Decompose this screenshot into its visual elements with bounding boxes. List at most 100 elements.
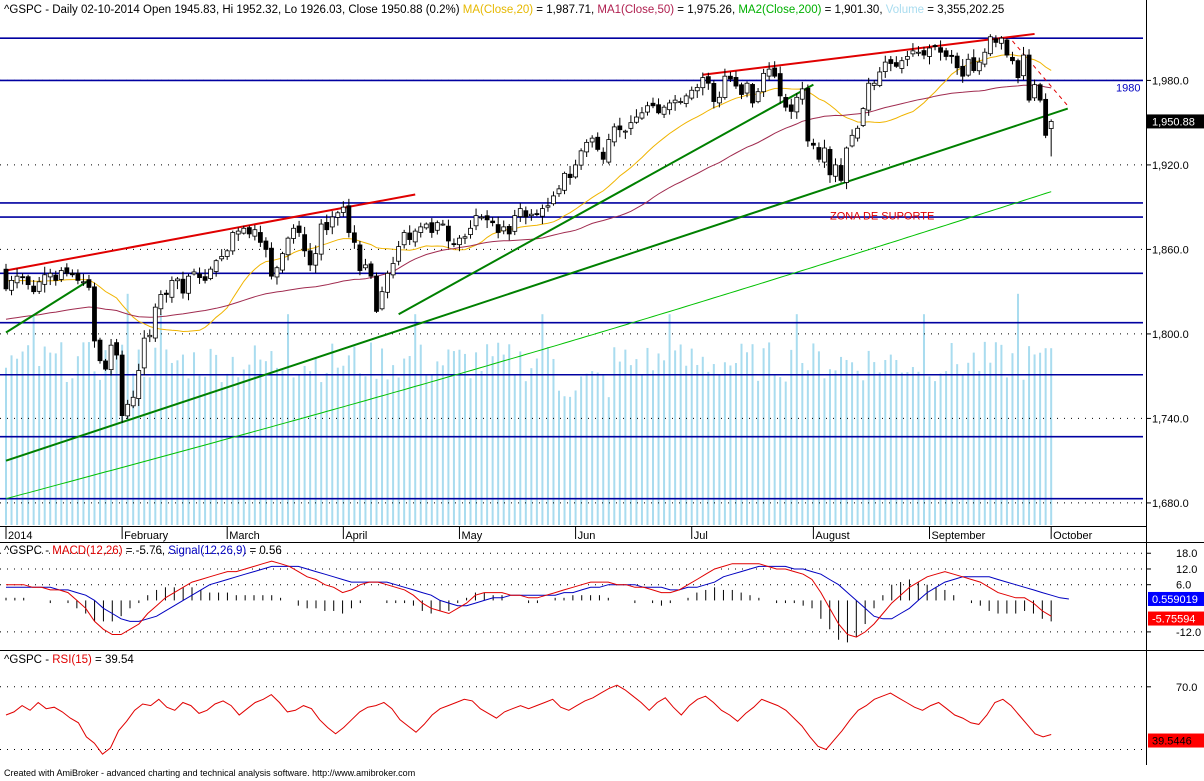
candle-body [457, 237, 462, 246]
candle-body [324, 222, 330, 231]
candle-body [163, 292, 169, 295]
candle-body [578, 150, 584, 166]
candle-body [368, 263, 374, 277]
volume-bar [729, 365, 732, 525]
candle-body [141, 337, 147, 369]
candle-body [506, 226, 512, 235]
candle-body [827, 149, 833, 176]
volume-bar [264, 361, 267, 525]
volume-bar [972, 352, 975, 525]
volume-bar [198, 375, 201, 525]
candle-body [490, 220, 496, 224]
month-label: Jul [694, 530, 708, 542]
candle-body [960, 65, 966, 77]
candle-body [1032, 84, 1037, 99]
volume-bar [934, 381, 937, 525]
candle-body [783, 97, 789, 108]
volume-bar [679, 344, 682, 525]
candle-body [3, 268, 9, 290]
volume-bar [336, 367, 339, 525]
volume-bar [574, 390, 577, 525]
ma200-line [5, 191, 1052, 500]
volume-bar [392, 365, 395, 525]
candle-body [844, 147, 849, 183]
volume-bar [740, 343, 743, 525]
candle-body [103, 360, 108, 370]
volume-bar [115, 355, 118, 525]
candle-body [976, 61, 982, 72]
title-symbol: ^GSPC [4, 4, 42, 16]
candle-body [374, 275, 379, 312]
volume-bar [463, 353, 466, 525]
candle-body [186, 275, 191, 294]
macd-tick-label: 12.0 [1176, 564, 1197, 576]
volume-bar [878, 372, 881, 525]
month-label: August [815, 530, 849, 542]
candle-body [993, 38, 999, 43]
rsi-title-value: 39.54 [105, 654, 134, 666]
volume-bar [248, 364, 251, 525]
candle-body [119, 354, 125, 417]
volume-bar [408, 356, 411, 525]
candle-body [191, 271, 197, 275]
candle-body [418, 226, 424, 233]
volume-bar [862, 380, 865, 525]
volume-bar [602, 374, 605, 525]
macd-chart: 18.0 12.0 6.0 -12.0 0.559019 -5.75594 [0, 548, 1204, 643]
macd-value-box [1148, 611, 1204, 626]
candle-body [965, 58, 971, 76]
volume-bar [43, 346, 46, 525]
candle-body [14, 275, 20, 284]
volume-bar [193, 352, 196, 525]
volume-bar [60, 342, 63, 525]
volume-bar [436, 361, 439, 525]
candle-body [219, 256, 225, 260]
candle-body [744, 82, 750, 94]
volume-bar [71, 378, 74, 525]
candle-body [86, 279, 92, 288]
volume-bar [513, 374, 516, 525]
volume-bar [1016, 293, 1019, 525]
candle-body [257, 232, 263, 243]
candle-body [805, 87, 811, 142]
volume-bar [917, 371, 920, 525]
volume-bar [502, 354, 505, 525]
candle-body [949, 54, 955, 57]
last-close-box [1147, 114, 1204, 129]
candle-body [755, 91, 761, 103]
candle-body [622, 130, 628, 133]
candle-body [634, 116, 639, 123]
candle-body [700, 77, 706, 89]
candle-body [689, 89, 695, 99]
volume-bar [253, 345, 256, 525]
volume-bar [452, 351, 455, 525]
candle-body [678, 101, 684, 103]
title-close: 1950.88 [381, 4, 423, 16]
volume-bar [712, 364, 715, 525]
macd-title-symbol: ^GSPC [4, 545, 42, 557]
candle-body [1021, 54, 1026, 77]
rsi-value-box [1148, 733, 1204, 748]
candle-body [429, 222, 435, 233]
candle-body [412, 230, 418, 243]
candle-body [468, 227, 473, 235]
title-ma200-value: 1,901.30 [835, 4, 880, 16]
candle-body [523, 210, 529, 218]
volume-bar [535, 358, 538, 525]
candle-body [274, 267, 280, 278]
volume-bar [226, 373, 229, 525]
volume-bar [32, 314, 35, 525]
candle-body [899, 60, 905, 69]
candle-body [650, 102, 656, 107]
candle-body [335, 212, 341, 218]
rsi-chart: 70.0 39.5446 [0, 682, 1204, 755]
candle-body [999, 37, 1004, 44]
price-panel [0, 0, 1146, 527]
candle-body [81, 281, 86, 284]
volume-bar [851, 362, 854, 525]
volume-bar [181, 354, 184, 525]
candle-body [584, 141, 590, 153]
candle-body [64, 267, 70, 274]
candle-body [246, 227, 252, 235]
signal-title-value: 0.56 [259, 545, 281, 557]
